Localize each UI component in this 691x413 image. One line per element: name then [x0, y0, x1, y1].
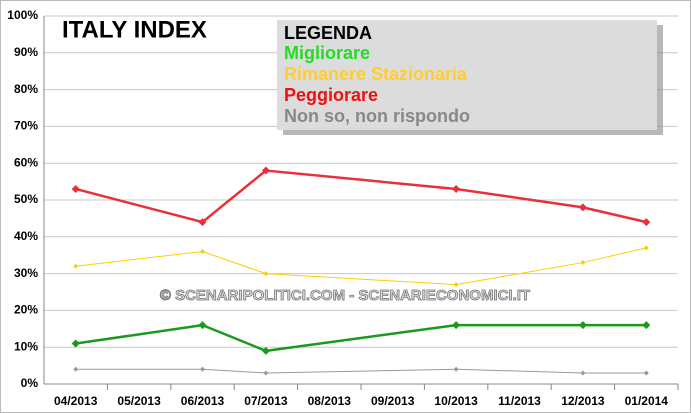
- x-tick-label: 01/2014: [625, 394, 669, 408]
- series-segment: [582, 206, 647, 224]
- series-segment: [75, 323, 203, 345]
- data-point: [71, 339, 80, 348]
- y-tick-label: 70%: [14, 119, 38, 133]
- y-tick-label: 30%: [14, 266, 38, 280]
- x-tick-label: 09/2013: [371, 394, 415, 408]
- data-point: [263, 271, 269, 277]
- legend-title: LEGENDA: [284, 23, 372, 43]
- y-tick-label: 60%: [14, 155, 38, 169]
- data-point: [452, 184, 461, 193]
- legend-entry: Peggiorare: [284, 85, 378, 105]
- series-segment: [265, 169, 457, 191]
- series-segment: [201, 169, 267, 224]
- x-tick-label: 12/2013: [561, 394, 605, 408]
- data-point: [642, 321, 651, 330]
- y-tick-label: 40%: [14, 229, 38, 243]
- x-tick-label: 07/2013: [244, 394, 288, 408]
- data-point: [580, 260, 586, 266]
- series-segment: [75, 187, 203, 224]
- series-segment: [455, 187, 584, 209]
- data-point: [261, 166, 270, 175]
- legend-entry: Migliorare: [284, 43, 370, 63]
- data-point: [73, 263, 79, 269]
- y-tick-label: 0%: [21, 376, 39, 390]
- series-segment: [202, 368, 266, 374]
- series-segment: [265, 368, 457, 374]
- series-segment: [265, 323, 457, 353]
- legend-box: [277, 20, 657, 130]
- legend-entry: Rimanere Stazionaria: [284, 64, 468, 84]
- data-point: [578, 203, 587, 212]
- data-point: [453, 282, 459, 288]
- x-tick-label: 08/2013: [308, 394, 352, 408]
- data-point: [71, 184, 80, 193]
- y-tick-label: 50%: [14, 192, 38, 206]
- series-segment: [265, 273, 457, 286]
- series-segment: [202, 323, 267, 353]
- series-segment: [202, 251, 267, 275]
- y-tick-label: 20%: [14, 303, 38, 317]
- x-tick-label: 05/2013: [117, 394, 161, 408]
- chart-title: ITALY INDEX: [62, 16, 207, 43]
- series-segment: [582, 247, 647, 264]
- x-tick-label: 04/2013: [54, 394, 98, 408]
- y-tick-label: 90%: [14, 45, 38, 59]
- legend-entry: Non so, non rispondo: [284, 106, 470, 126]
- x-tick-label: 06/2013: [181, 394, 225, 408]
- data-point: [198, 218, 207, 227]
- data-point: [580, 370, 586, 376]
- y-tick-label: 80%: [14, 82, 38, 96]
- x-tick-label: 10/2013: [434, 394, 478, 408]
- series-segment: [456, 262, 583, 286]
- data-point: [452, 321, 461, 330]
- series-segment: [456, 368, 583, 374]
- series-segment: [75, 251, 203, 267]
- data-point: [453, 366, 459, 372]
- watermark: © SCENARIPOLITICI.COM - SCENARIECONOMICI…: [160, 287, 530, 304]
- data-point: [642, 218, 651, 227]
- data-point: [73, 366, 79, 372]
- data-point: [261, 346, 270, 355]
- y-tick-label: 100%: [7, 8, 38, 22]
- x-tick-label: 11/2013: [498, 394, 541, 408]
- data-point: [198, 321, 207, 330]
- y-tick-label: 10%: [14, 339, 38, 353]
- data-point: [263, 370, 269, 376]
- data-point: [578, 321, 587, 330]
- data-point: [200, 366, 205, 372]
- data-point: [643, 245, 649, 251]
- data-point: [643, 370, 649, 376]
- data-point: [200, 249, 205, 255]
